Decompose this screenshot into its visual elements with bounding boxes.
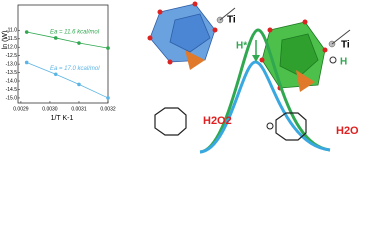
y-tick-label: -12.5 (6, 53, 18, 59)
ti-label: Ti (227, 15, 236, 26)
data-point (77, 41, 81, 45)
y-tick-label: -12.0 (6, 45, 18, 51)
blue-energy-curve (199, 60, 331, 154)
y-tick-label: -15.0 (6, 95, 18, 101)
x-tick-label: 0.0030 (42, 106, 58, 112)
plot-frame (17, 4, 109, 104)
y-tick-label: -13.5 (6, 70, 18, 76)
y-tick-label: -14.5 (6, 87, 18, 93)
figure: Ti Ti H H* H2O2 H2O ln (W) 1/T K-1 -11.0… (2, 1, 359, 154)
series-line (26, 31, 109, 49)
data-point (106, 46, 110, 50)
green-cluster (259, 19, 351, 92)
y-tick-label: -11.5 (6, 36, 17, 42)
h2o-label: H2O (336, 125, 359, 137)
h2o2-label: H2O2 (203, 115, 232, 127)
blue-cluster (147, 1, 236, 70)
x-axis-label: 1/T K-1 (51, 115, 74, 122)
h-label: H (340, 57, 347, 68)
cyclooctene (154, 107, 187, 136)
arrhenius-plot: ln (W) 1/T K-1 -11.0 -11.5 -12.0 -12.5 -13.0… (2, 4, 116, 122)
series-label: Ea = 17.0 kcal/mol (50, 66, 100, 72)
data-point (53, 72, 58, 77)
data-point (106, 96, 110, 100)
data-point (77, 82, 81, 87)
ti-label: Ti (341, 40, 350, 51)
h-star-label: H* (236, 41, 247, 52)
arrow-head (252, 55, 260, 62)
y-tick-label: -11.0 (6, 28, 17, 34)
series-label: Ea = 11.6 kcal/mol (50, 30, 100, 36)
epoxide (275, 112, 307, 141)
data-point (53, 36, 58, 40)
y-axis-label: ln (W) (2, 31, 9, 50)
y-tick-label: -13.0 (6, 61, 18, 67)
x-tick-label: 0.0031 (71, 106, 87, 112)
series-line (26, 62, 109, 99)
data-point (24, 30, 29, 34)
data-point (24, 60, 29, 65)
green-energy-curve (199, 28, 331, 154)
epoxide-oxygen (266, 122, 274, 130)
x-tick-label: 0.0032 (100, 106, 116, 112)
x-tick-label: 0.0029 (13, 106, 29, 112)
y-tick-label: -14.0 (6, 78, 18, 84)
